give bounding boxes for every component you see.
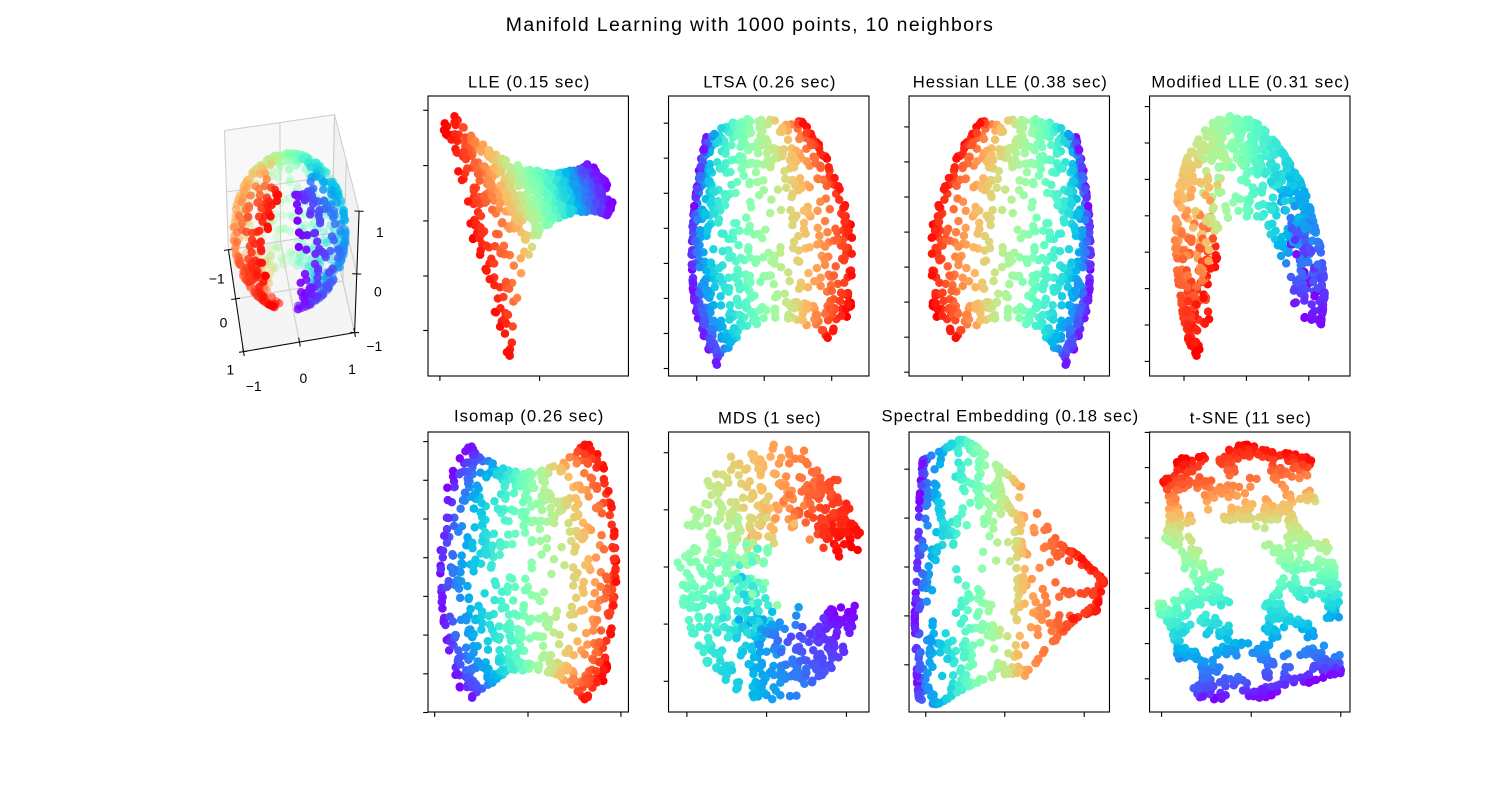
svg-text:0: 0: [374, 284, 382, 300]
svg-text:0: 0: [299, 370, 307, 386]
svg-text:−1: −1: [209, 271, 225, 287]
svg-text:LTSA (0.26 sec): LTSA (0.26 sec): [703, 73, 836, 92]
svg-text:Manifold Learning with 1000 po: Manifold Learning with 1000 points, 10 n…: [506, 14, 994, 36]
svg-text:0: 0: [220, 315, 228, 331]
svg-text:1: 1: [376, 224, 384, 240]
svg-text:Isomap (0.26 sec): Isomap (0.26 sec): [454, 407, 604, 426]
svg-text:−1: −1: [366, 338, 382, 354]
svg-text:LLE (0.15 sec): LLE (0.15 sec): [468, 73, 590, 92]
svg-text:Modified LLE (0.31 sec): Modified LLE (0.31 sec): [1151, 73, 1350, 92]
svg-text:−1: −1: [246, 378, 262, 394]
svg-text:MDS (1 sec): MDS (1 sec): [718, 409, 822, 428]
svg-text:Hessian LLE (0.38 sec): Hessian LLE (0.38 sec): [913, 73, 1108, 92]
svg-text:1: 1: [348, 361, 356, 377]
svg-text:1: 1: [226, 362, 234, 378]
